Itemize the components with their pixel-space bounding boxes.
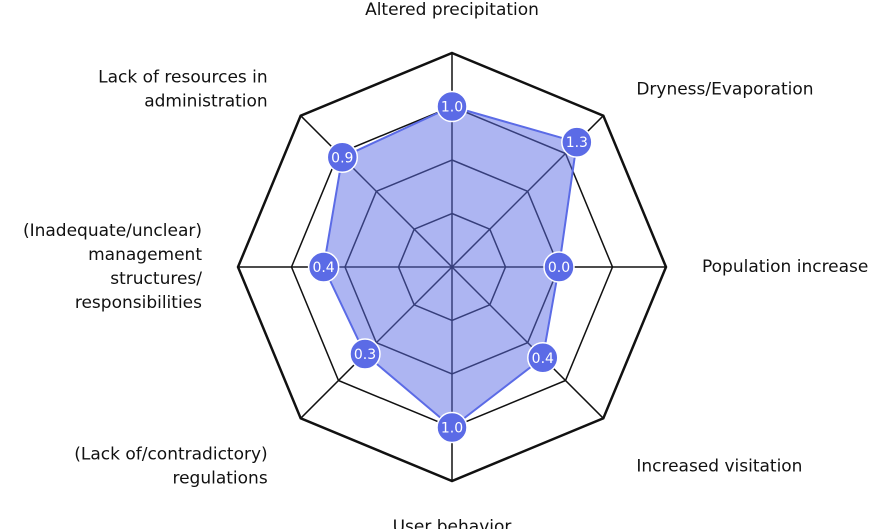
category-label: Increased visitation (636, 456, 802, 476)
value-label: 1.0 (441, 100, 463, 116)
data-area (322, 105, 578, 429)
data-point (561, 126, 593, 158)
category-label: Lack of resources in administration (98, 68, 268, 112)
category-label: Dryness/Evaporation (636, 80, 813, 100)
data-point (326, 141, 359, 174)
value-label: 0.4 (532, 351, 554, 367)
data-point (527, 342, 559, 374)
value-label: 0.9 (331, 150, 353, 166)
category-label: (Inadequate/unclear) management structures… (23, 221, 202, 313)
value-label: 1.3 (566, 135, 588, 151)
value-label: 0.3 (354, 347, 376, 363)
data-point (307, 251, 340, 283)
data-point (349, 338, 381, 370)
category-label: User behavior (393, 517, 512, 529)
value-label: 0.4 (312, 260, 334, 276)
category-label: Altered precipitation (365, 0, 539, 20)
value-label: 0.0 (548, 260, 570, 276)
data-point (543, 251, 575, 283)
category-label: Population increase (702, 257, 868, 277)
grid-ring (236, 51, 668, 483)
data-point (436, 90, 468, 123)
value-label: 1.0 (441, 421, 463, 437)
category-label: (Lack of/contradictory) regulations (74, 444, 268, 488)
data-point (436, 411, 468, 444)
